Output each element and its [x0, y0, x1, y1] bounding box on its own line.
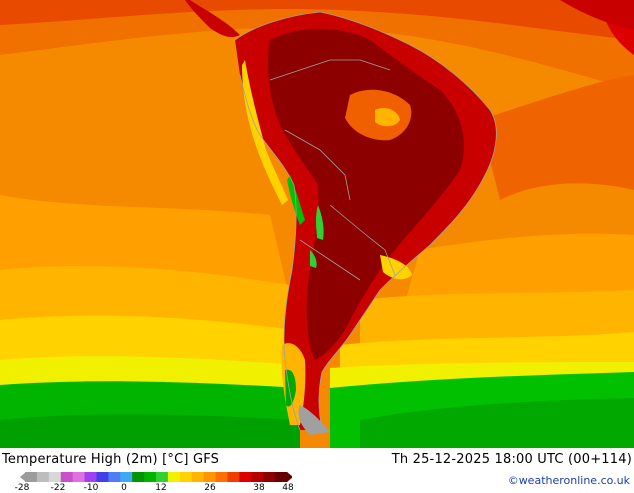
- west-coastline: [239, 74, 301, 431]
- scale-swatch: [251, 472, 264, 482]
- valid-time: Th 25-12-2025 18:00 UTC (00+114): [391, 452, 632, 467]
- interior-heat-core: [268, 28, 464, 360]
- color-scale-bar: [20, 472, 292, 482]
- border-peru-bolivia: [284, 129, 351, 201]
- border-north: [269, 59, 391, 81]
- credit-link[interactable]: ©weatheronline.co.uk: [507, 474, 630, 487]
- tropical-warm-ocean: [0, 0, 634, 90]
- map-canvas: [0, 0, 634, 448]
- colder-band-west: [0, 414, 300, 448]
- scale-tick-label: -22: [50, 483, 66, 493]
- scale-swatch: [179, 472, 193, 482]
- colder-band-east: [360, 398, 634, 448]
- scale-swatch: [48, 472, 62, 482]
- scale-swatch: [191, 472, 205, 482]
- scale-swatch: [96, 472, 109, 482]
- scale-swatch: [263, 472, 276, 482]
- scale-tick-label: 12: [155, 483, 167, 493]
- scale-arrow-left: [20, 472, 26, 482]
- scale-swatch: [167, 472, 181, 482]
- scale-tick-label: 26: [204, 483, 216, 493]
- west-africa-land: [560, 0, 634, 30]
- central-america-land: [185, 0, 240, 38]
- scale-tick-label: 48: [282, 483, 294, 493]
- scale-tick-label: 0: [121, 483, 127, 493]
- scale-swatch: [144, 472, 157, 482]
- scale-arrow-right: [287, 472, 292, 482]
- map-footer: Temperature High (2m) [°C] GFS Th 25-12-…: [0, 448, 634, 493]
- temperature-map: [0, 0, 634, 448]
- scale-swatch: [132, 472, 145, 482]
- scale-tick-label: -28: [14, 483, 30, 493]
- tierra-del-fuego: [298, 405, 330, 435]
- scale-swatch: [25, 472, 38, 482]
- equatorial-hot-ocean: [0, 0, 634, 40]
- atlantic-warm-patch: [480, 75, 634, 200]
- amazon-cool-spot: [375, 108, 400, 127]
- scale-swatch: [60, 472, 74, 482]
- coastal-cool-patch: [380, 255, 412, 280]
- scale-tick-label: 38: [253, 483, 265, 493]
- scale-swatch: [36, 472, 50, 482]
- scale-swatch: [120, 472, 133, 482]
- scale-swatch: [227, 472, 240, 482]
- country-borders: [234, 11, 497, 431]
- scale-swatch: [84, 472, 97, 482]
- andes-green-strip-central: [316, 205, 324, 240]
- border-paraguay: [329, 204, 396, 276]
- scale-swatch: [215, 472, 228, 482]
- map-title: Temperature High (2m) [°C] GFS: [2, 452, 220, 467]
- scale-swatch: [108, 472, 121, 482]
- scale-swatch: [275, 472, 288, 482]
- scale-swatch: [203, 472, 217, 482]
- scale-tick-label: -10: [83, 483, 99, 493]
- scale-swatch: [239, 472, 252, 482]
- scale-swatch: [156, 472, 169, 482]
- scale-swatch: [72, 472, 86, 482]
- andes-green-spot: [310, 250, 317, 268]
- border-argentina-north: [299, 239, 361, 281]
- andes-cool-strip: [242, 60, 288, 205]
- east-coastline: [234, 11, 497, 431]
